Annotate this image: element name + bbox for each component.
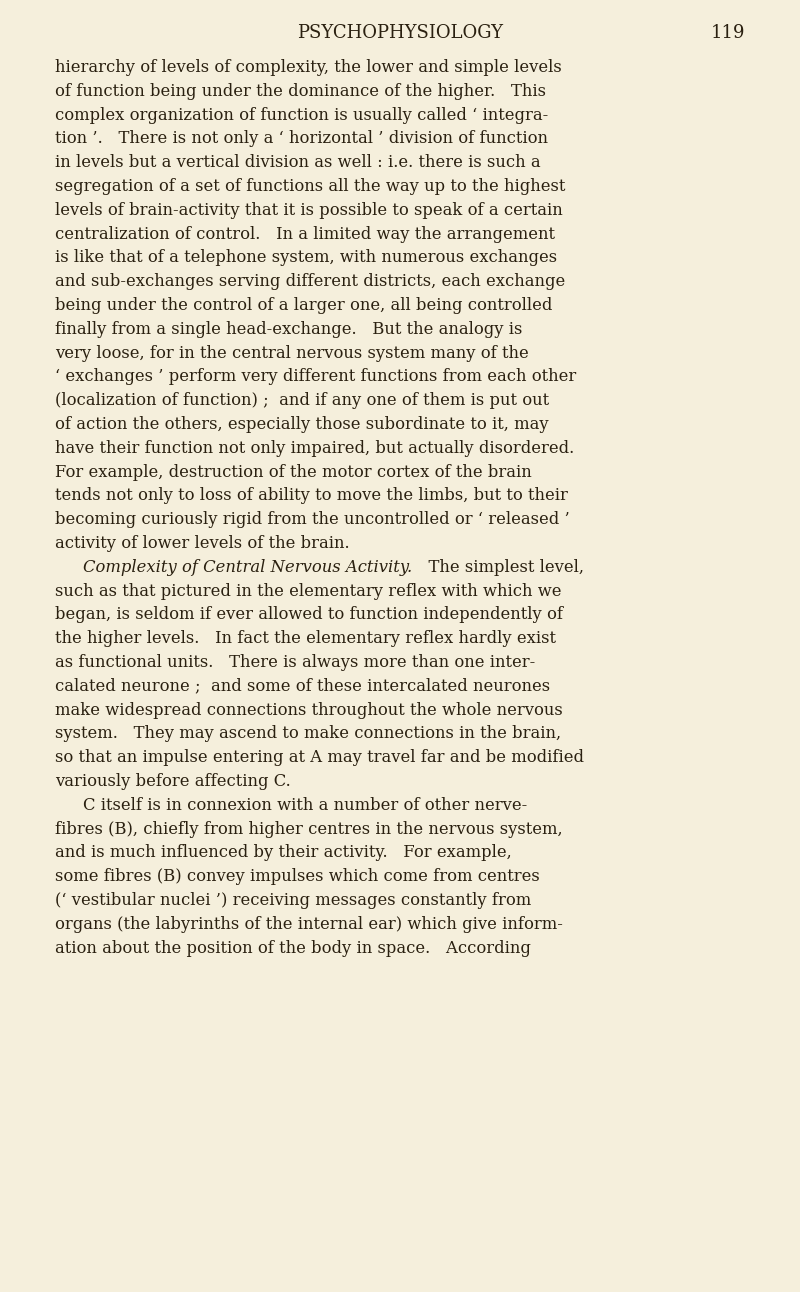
Text: Complexity of Central Nervous Activity.: Complexity of Central Nervous Activity. xyxy=(83,559,418,576)
Text: system.   They may ascend to make connections in the brain,: system. They may ascend to make connecti… xyxy=(55,725,561,743)
Text: and is much influenced by their activity.   For example,: and is much influenced by their activity… xyxy=(55,845,512,862)
Text: being under the control of a larger one, all being controlled: being under the control of a larger one,… xyxy=(55,297,552,314)
Text: the higher levels.   In fact the elementary reflex hardly exist: the higher levels. In fact the elementar… xyxy=(55,630,556,647)
Text: some fibres (B) convey impulses which come from centres: some fibres (B) convey impulses which co… xyxy=(55,868,540,885)
Text: segregation of a set of functions all the way up to the highest: segregation of a set of functions all th… xyxy=(55,178,566,195)
Text: 119: 119 xyxy=(710,25,745,43)
Text: hierarchy of levels of complexity, the lower and simple levels: hierarchy of levels of complexity, the l… xyxy=(55,59,562,76)
Text: activity of lower levels of the brain.: activity of lower levels of the brain. xyxy=(55,535,350,552)
Text: tion ’.   There is not only a ‘ horizontal ’ division of function: tion ’. There is not only a ‘ horizontal… xyxy=(55,130,548,147)
Text: is like that of a telephone system, with numerous exchanges: is like that of a telephone system, with… xyxy=(55,249,557,266)
Text: and sub-exchanges serving different districts, each exchange: and sub-exchanges serving different dist… xyxy=(55,273,566,291)
Text: so that an impulse entering at A may travel far and be modified: so that an impulse entering at A may tra… xyxy=(55,749,584,766)
Text: PSYCHOPHYSIOLOGY: PSYCHOPHYSIOLOGY xyxy=(297,25,503,43)
Text: centralization of control.   In a limited way the arrangement: centralization of control. In a limited … xyxy=(55,226,555,243)
Text: as functional units.   There is always more than one inter-: as functional units. There is always mor… xyxy=(55,654,535,671)
Text: tends not only to loss of ability to move the limbs, but to their: tends not only to loss of ability to mov… xyxy=(55,487,568,504)
Text: calated neurone ;  and some of these intercalated neurones: calated neurone ; and some of these inte… xyxy=(55,678,550,695)
Text: such as that pictured in the elementary reflex with which we: such as that pictured in the elementary … xyxy=(55,583,562,599)
Text: very loose, for in the central nervous system many of the: very loose, for in the central nervous s… xyxy=(55,345,529,362)
Text: of function being under the dominance of the higher.   This: of function being under the dominance of… xyxy=(55,83,546,99)
Text: make widespread connections throughout the whole nervous: make widespread connections throughout t… xyxy=(55,702,562,718)
Text: levels of brain-activity that it is possible to speak of a certain: levels of brain-activity that it is poss… xyxy=(55,202,562,218)
Text: The simplest level,: The simplest level, xyxy=(418,559,583,576)
Text: have their function not only impaired, but actually disordered.: have their function not only impaired, b… xyxy=(55,439,574,457)
Text: (‘ vestibular nuclei ’) receiving messages constantly from: (‘ vestibular nuclei ’) receiving messag… xyxy=(55,891,531,910)
Text: fibres (B), chiefly from higher centres in the nervous system,: fibres (B), chiefly from higher centres … xyxy=(55,820,562,837)
Text: in levels but a vertical division as well : i.e. there is such a: in levels but a vertical division as wel… xyxy=(55,154,541,172)
Text: For example, destruction of the motor cortex of the brain: For example, destruction of the motor co… xyxy=(55,464,532,481)
Text: organs (the labyrinths of the internal ear) which give inform-: organs (the labyrinths of the internal e… xyxy=(55,916,563,933)
Text: C itself is in connexion with a number of other nerve-: C itself is in connexion with a number o… xyxy=(83,797,527,814)
Text: complex organization of function is usually called ‘ integra-: complex organization of function is usua… xyxy=(55,107,548,124)
Text: began, is seldom if ever allowed to function independently of: began, is seldom if ever allowed to func… xyxy=(55,606,563,624)
Text: ation about the position of the body in space.   According: ation about the position of the body in … xyxy=(55,939,531,956)
Text: ‘ exchanges ’ perform very different functions from each other: ‘ exchanges ’ perform very different fun… xyxy=(55,368,576,385)
Text: finally from a single head-exchange.   But the analogy is: finally from a single head-exchange. But… xyxy=(55,320,522,337)
Text: variously before affecting C.: variously before affecting C. xyxy=(55,773,290,789)
Text: of action the others, especially those subordinate to it, may: of action the others, especially those s… xyxy=(55,416,549,433)
Text: (localization of function) ;  and if any one of them is put out: (localization of function) ; and if any … xyxy=(55,393,549,410)
Text: becoming curiously rigid from the uncontrolled or ‘ released ’: becoming curiously rigid from the uncont… xyxy=(55,512,570,528)
